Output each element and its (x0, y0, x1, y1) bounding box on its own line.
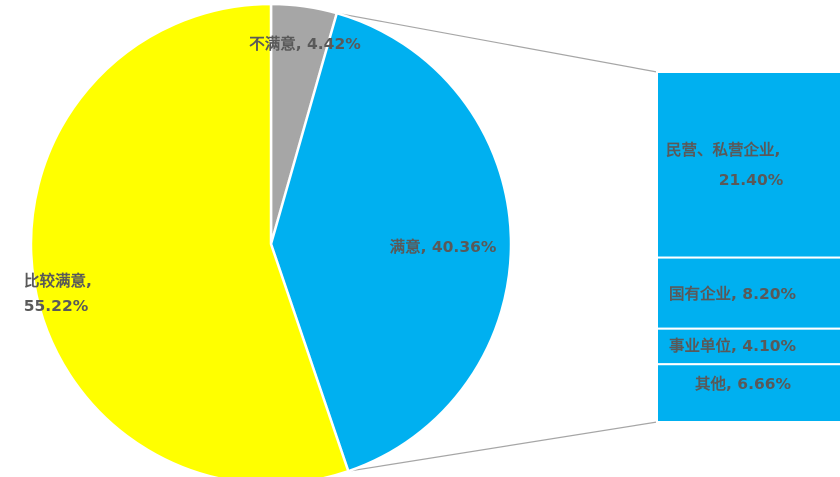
breakdown-bar (656, 71, 840, 423)
connector-top (336, 12, 658, 73)
label-private-enterprise-line2: 21.40% (719, 171, 784, 189)
bar-segment-public-institution (656, 327, 840, 366)
connector-bottom (348, 421, 658, 472)
connector-lines (336, 12, 658, 472)
pie (29, 2, 513, 477)
label-public-institution: 事业单位, 4.10% (669, 336, 797, 355)
label-other: 其他, 6.66% (695, 374, 792, 393)
label-fairly-satisfied-line1: 比较满意, (24, 271, 92, 290)
bar-segment-state-owned (656, 256, 840, 330)
data-labels: 不满意, 4.42% 满意, 40.36% 比较满意, 55.22% 民营、私营… (24, 34, 797, 393)
pie-slice-fairly-satisfied (29, 2, 350, 477)
bar-segment-private-enterprise (656, 71, 840, 259)
label-fairly-satisfied-line2: 55.22% (24, 297, 89, 315)
label-private-enterprise-line1: 民营、私营企业, (666, 140, 780, 159)
pie-slice-satisfied (269, 11, 513, 473)
label-state-owned: 国有企业, 8.20% (669, 284, 797, 303)
bar-segment-other (656, 363, 840, 423)
label-unsatisfied: 不满意, 4.42% (249, 34, 361, 53)
label-satisfied: 满意, 40.36% (390, 237, 497, 256)
